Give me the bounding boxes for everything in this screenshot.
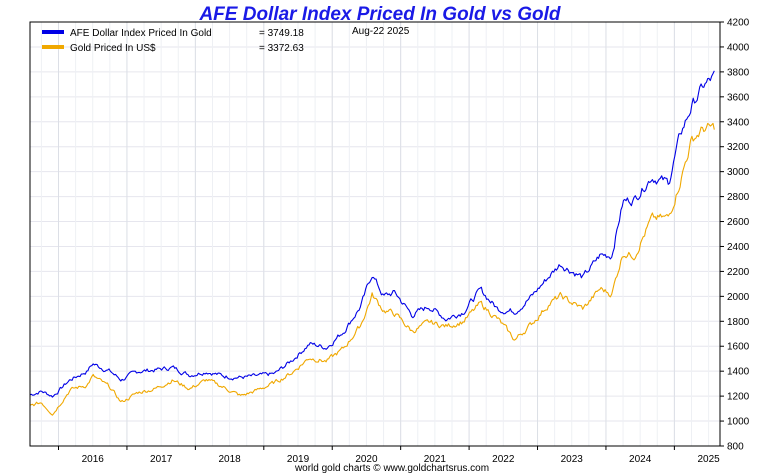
x-tick-label-2: 2018 [218,454,241,465]
x-tick-label-0: 2016 [82,454,105,465]
y-tick-label-16: 4000 [727,42,750,53]
x-tick-label-1: 2017 [150,454,173,465]
y-tick-label-10: 2800 [727,192,750,203]
x-tick-label-9: 2025 [697,454,720,465]
y-tick-label-11: 3000 [727,167,750,178]
x-axis: 2016 2017 2018 2019 2020 2021 2022 2023 2024 2025 [58,446,720,465]
credit-text: world gold charts © www.goldchartsrus.co… [294,463,489,474]
series-line-0 [29,70,715,398]
plot-frame [29,21,721,447]
grid [30,21,720,447]
y-tick-label-3: 1400 [727,367,750,378]
y-tick-label-0: 800 [727,442,744,453]
y-tick-label-15: 3800 [727,67,750,78]
legend-value-1: = 3372.63 [259,43,304,54]
legend-label-1: Gold Priced In US$ [70,43,156,54]
y-tick-label-4: 1600 [727,342,750,353]
y-tick-label-8: 2400 [727,242,750,253]
y-tick-label-12: 3200 [727,142,750,153]
chart-title: AFE Dollar Index Priced In Gold vs Gold [198,4,560,25]
legend-value-0: = 3749.18 [259,28,304,39]
legend-label-0: AFE Dollar Index Priced In Gold [70,28,212,39]
x-tick-label-6: 2022 [492,454,515,465]
legend: AFE Dollar Index Priced In Gold = 3749.1… [42,26,410,54]
y-tick-label-9: 2600 [727,217,750,228]
x-tick-label-5: 2021 [424,454,447,465]
y-tick-label-17: 4200 [727,18,750,29]
series-group [29,70,715,416]
x-tick-label-3: 2019 [287,454,310,465]
y-tick-label-5: 1800 [727,317,750,328]
y-tick-label-6: 2000 [727,292,750,303]
y-tick-label-7: 2200 [727,267,750,278]
y-tick-label-13: 3400 [727,117,750,128]
y-tick-label-2: 1200 [727,392,750,403]
x-tick-label-7: 2023 [561,454,584,465]
y-tick-label-1: 1000 [727,417,750,428]
x-tick-label-4: 2020 [355,454,378,465]
series-line-1 [29,122,715,416]
y-tick-label-14: 3600 [727,92,750,103]
y-axis: 800 1000 1200 1400 1600 1800 2000 2200 2400 2600 2… [720,18,750,453]
x-tick-label-8: 2024 [629,454,652,465]
date-label: Aug-22 2025 [352,26,410,37]
